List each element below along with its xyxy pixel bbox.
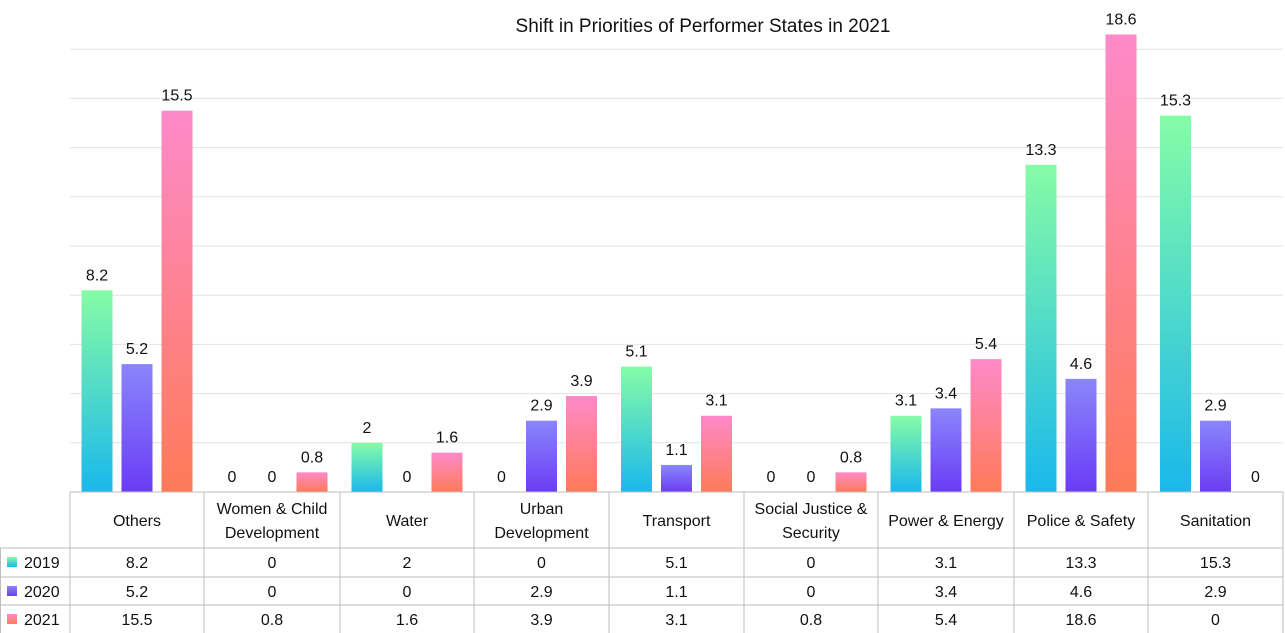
bar-2019 xyxy=(1160,115,1191,493)
bar-2020 xyxy=(526,420,557,492)
data-label: 5.2 xyxy=(126,341,148,358)
data-label: 15.5 xyxy=(161,88,192,105)
data-label: 5.4 xyxy=(975,336,997,353)
data-label: 2.9 xyxy=(1204,398,1226,415)
category-label: Urban Development xyxy=(494,501,589,542)
data-label: 13.3 xyxy=(1025,142,1056,159)
table-cell: 2 xyxy=(403,555,412,572)
table-cell: 0 xyxy=(268,584,277,601)
bar-2020 xyxy=(1065,378,1097,492)
data-label: 0 xyxy=(807,469,816,486)
data-label: 0 xyxy=(268,469,277,486)
table-cell: 5.4 xyxy=(935,612,957,629)
legend-key-2019 xyxy=(7,557,17,567)
table-cell: 15.3 xyxy=(1200,555,1231,572)
data-label: 1.1 xyxy=(665,442,687,459)
legend-key-2021 xyxy=(7,614,17,624)
data-label: 0 xyxy=(497,469,506,486)
bar-2021 xyxy=(296,472,328,492)
data-label: 0 xyxy=(228,469,237,486)
bar-2021 xyxy=(431,452,463,492)
table-cell: 0 xyxy=(268,555,277,572)
bar-2020 xyxy=(661,464,692,492)
category-label: Women & Child Development xyxy=(217,501,328,542)
bar-2019 xyxy=(890,415,922,492)
legend-key-2020 xyxy=(7,586,17,596)
gridlines xyxy=(70,48,1283,444)
data-label: 1.6 xyxy=(436,430,458,447)
table-cell: 0 xyxy=(1211,612,1220,629)
data-label: 0.8 xyxy=(840,449,862,466)
table-cell: 1.1 xyxy=(665,584,687,601)
data-label: 0.8 xyxy=(301,449,323,466)
bar-2019 xyxy=(81,290,113,492)
legend-label: 2020 xyxy=(24,584,60,601)
table-cell: 0.8 xyxy=(800,612,822,629)
table-cell: 4.6 xyxy=(1070,584,1092,601)
data-label: 3.9 xyxy=(570,373,592,390)
table-cell: 3.1 xyxy=(665,612,687,629)
data-label: 0 xyxy=(767,469,776,486)
table-cell: 13.3 xyxy=(1065,555,1096,572)
bar-2021 xyxy=(161,110,193,492)
bars xyxy=(81,34,1231,493)
legend-label: 2019 xyxy=(24,555,60,572)
data-label: 0 xyxy=(1251,469,1260,486)
data-table: Others Women & Child Development Water Urban… xyxy=(0,491,1284,633)
data-label: 15.3 xyxy=(1160,93,1191,110)
category-label: Water xyxy=(386,513,429,530)
category-label: Social Justice & Security xyxy=(755,501,868,542)
table-cell: 2.9 xyxy=(1204,584,1226,601)
data-label: 3.1 xyxy=(895,393,917,410)
data-label: 18.6 xyxy=(1105,11,1136,28)
table-cell: 3.4 xyxy=(935,584,957,601)
data-label: 8.2 xyxy=(86,267,108,284)
table-cell: 0.8 xyxy=(261,612,283,629)
data-label: 4.6 xyxy=(1070,356,1092,373)
table-cell: 0 xyxy=(807,555,816,572)
table-cell: 3.1 xyxy=(935,555,957,572)
table-cell: 5.2 xyxy=(126,584,148,601)
bar-2021 xyxy=(835,472,867,492)
bar-2021 xyxy=(970,359,1002,492)
category-label: Sanitation xyxy=(1180,513,1251,530)
table-cell: 0 xyxy=(403,584,412,601)
chart-title: Shift in Priorities of Performer States … xyxy=(516,16,891,37)
table-cell: 1.6 xyxy=(396,612,418,629)
bar-2020 xyxy=(930,408,962,492)
data-label: 0 xyxy=(403,469,412,486)
data-label: 3.1 xyxy=(705,393,727,410)
data-label: 3.4 xyxy=(935,385,957,402)
table-cell: 2.9 xyxy=(530,584,552,601)
bar-2021 xyxy=(566,396,597,492)
bar-2020 xyxy=(1200,420,1231,492)
data-label: 5.1 xyxy=(625,344,647,361)
data-labels: 8.2 5.2 15.5 0 0 0.8 2 0 1.6 0 2.9 3.9 5.1 1.1 3.1 0 0 0.… xyxy=(86,11,1260,486)
legend-label: 2021 xyxy=(24,612,60,629)
table-cell: 8.2 xyxy=(126,555,148,572)
bar-2020 xyxy=(121,364,153,492)
category-label: Transport xyxy=(643,513,711,530)
bar-2021 xyxy=(1105,34,1137,492)
bar-2019 xyxy=(1025,164,1057,492)
table-cell: 5.1 xyxy=(665,555,687,572)
table-cell: 0 xyxy=(807,584,816,601)
bar-2019 xyxy=(351,442,383,492)
bar-2021 xyxy=(701,415,732,492)
data-label: 2.9 xyxy=(530,398,552,415)
table-cell: 3.9 xyxy=(530,612,552,629)
table-cell: 0 xyxy=(537,555,546,572)
category-label: Others xyxy=(113,513,161,530)
category-label: Power & Energy xyxy=(888,513,1004,530)
data-label: 2 xyxy=(363,420,372,437)
bar-2019 xyxy=(621,366,652,492)
table-cell: 15.5 xyxy=(121,612,152,629)
category-label: Police & Safety xyxy=(1027,513,1136,530)
table-cell: 18.6 xyxy=(1065,612,1096,629)
